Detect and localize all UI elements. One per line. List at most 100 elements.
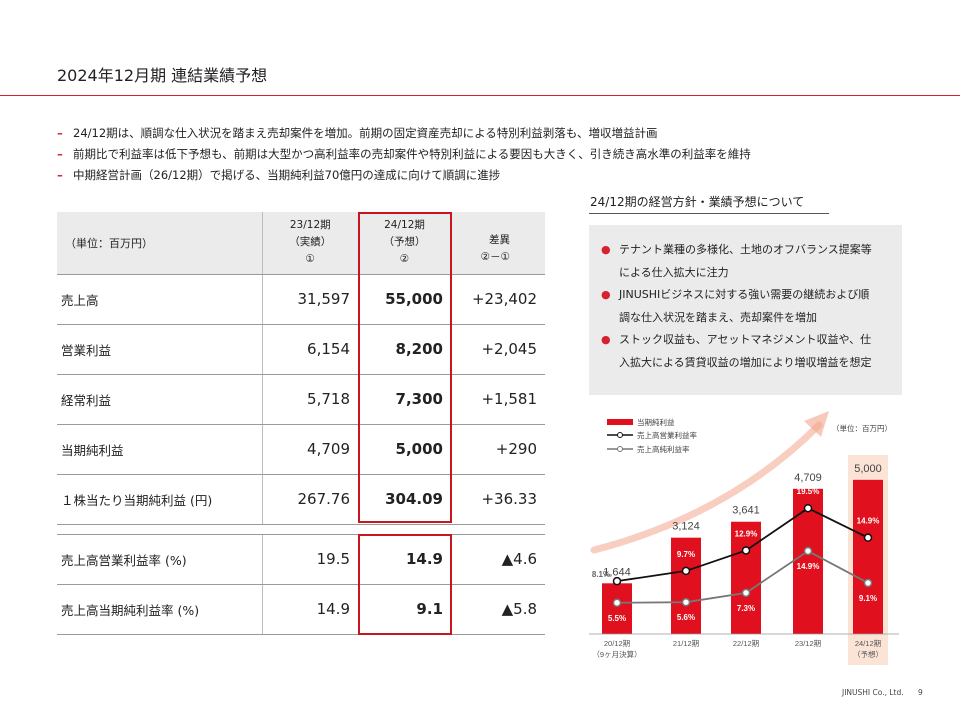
table-row: 売上高当期純利益率 (%) 14.9 9.1 ▲5.8 (57, 584, 545, 635)
bullet-text: 前期比で利益率は低下予想も、前期は大型かつ高利益率の売却案件や特別利益による要因… (73, 146, 751, 161)
net-income-bar (602, 583, 632, 634)
header-actual-period: 23/12期 (289, 219, 331, 232)
value-difference: +290 (451, 424, 545, 475)
value-forecast: 55,000 (358, 274, 451, 325)
table-row: １株当たり当期純利益 (円) 267.76 304.09 +36.33 (57, 474, 545, 525)
value-forecast: 304.09 (358, 474, 451, 525)
operating-margin-label: 19.5% (797, 487, 820, 496)
value-forecast: 9.1 (358, 584, 451, 635)
bar-value-label: 4,709 (794, 472, 822, 484)
policy-point: ● ストック収益も、アセットマネジメント収益や、仕 入拡大による賃貸収益の増加によ… (601, 329, 890, 374)
policy-point: ● テナント業種の多様化、土地のオフバランス提案等 による仕入拡大に注力 (601, 239, 890, 284)
summary-bullets: –24/12期は、順調な仕入状況を踏まえ売却案件を増加。前期の固定資産売却による… (57, 122, 751, 185)
category-label: 24/12期 (855, 639, 881, 648)
row-label: 売上高当期純利益率 (%) (57, 584, 262, 635)
header-actual-marker: ① (305, 253, 315, 266)
bullet-text: 中期経営計画（26/12期）で掲げる、当期純利益70億円の達成に向けて順調に進捗 (73, 167, 501, 182)
table-row: 当期純利益 4,709 5,000 +290 (57, 424, 545, 475)
policy-title: 24/12期の経営方針・業績予想について (590, 195, 805, 209)
operating-margin-point (741, 546, 751, 555)
row-label: 営業利益 (57, 324, 262, 375)
value-actual: 6,154 (261, 324, 358, 375)
net-income-bar (853, 479, 883, 634)
growth-arrow-head (804, 411, 829, 437)
category-label: 20/12期 (604, 639, 630, 648)
value-forecast: 5,000 (358, 424, 451, 475)
unit-label: （単位：百万円） (57, 212, 262, 275)
value-difference: ▲4.6 (451, 534, 545, 585)
legend-bar-swatch (607, 419, 633, 425)
header-forecast-type: （予想） (383, 236, 426, 249)
value-forecast: 14.9 (358, 534, 451, 585)
net-margin-label: 9.1% (859, 594, 877, 603)
table-header: （単位：百万円） 23/12期 （実績） ① 24/12期 （予想） ② 差異 … (57, 212, 545, 275)
legend-net-margin: 売上高純利益率 (637, 444, 690, 454)
legend-net-marker (617, 446, 623, 452)
row-label: 経常利益 (57, 374, 262, 425)
bar-value-label: 3,641 (732, 505, 760, 517)
category-label: 21/12期 (673, 639, 699, 648)
operating-margin-point (863, 533, 873, 542)
value-difference: ▲5.8 (451, 584, 545, 635)
dash-icon: – (57, 125, 63, 140)
page-title: 2024年12月期 連結業績予想 (57, 66, 268, 85)
value-actual: 19.5 (261, 534, 358, 585)
net-margin-point (863, 578, 873, 588)
value-difference: +36.33 (451, 474, 545, 525)
table-row: 営業利益 6,154 8,200 +2,045 (57, 324, 545, 375)
table-row: 売上高営業利益率 (%) 19.5 14.9 ▲4.6 (57, 534, 545, 585)
table-gap (57, 524, 545, 535)
category-sublabel: （予想） (853, 649, 883, 659)
legend-op-marker (617, 432, 623, 438)
header-forecast-period: 24/12期 (384, 219, 425, 232)
net-income-bar (671, 537, 701, 634)
operating-margin-label: 8.1% (592, 570, 610, 579)
value-actual: 5,718 (261, 374, 358, 425)
bullet-dot-icon: ● (601, 243, 611, 256)
value-actual: 267.76 (261, 474, 358, 525)
row-label: 当期純利益 (57, 424, 262, 475)
bar-value-label: 3,124 (672, 521, 700, 533)
dash-icon: – (57, 167, 63, 182)
page-number: 9 (918, 688, 923, 697)
net-margin-point (803, 546, 813, 556)
net-income-chart: 1,644 3,124 3,641 4,709 5,000 5.5% 5.6% 7.3% 14.… (589, 411, 899, 665)
footer-company: JINUSHI Co., Ltd. (842, 688, 904, 697)
table-row: 経常利益 5,718 7,300 +1,581 (57, 374, 545, 425)
summary-bullet: – 中期経営計画（26/12期）で掲げる、当期純利益70億円の達成に向けて順調に進… (57, 164, 751, 185)
policy-point-text: JINUSHIビジネスに対する強い需要の継続および順 調な仕入状況を踏まえ、売却案… (619, 288, 870, 324)
value-difference: +1,581 (451, 374, 545, 425)
net-margin-point (612, 598, 622, 607)
row-label: 売上高 (57, 274, 262, 325)
header-difference-formula: ②－① (480, 250, 510, 263)
operating-margin-point (681, 566, 691, 576)
header-forecast: 24/12期 （予想） ② (358, 212, 451, 275)
header-difference: 差異 ②－① (451, 212, 545, 275)
category-label: 22/12期 (733, 639, 759, 648)
title-rule (0, 95, 960, 96)
policy-point-text: ストック収益も、アセットマネジメント収益や、仕 入拡大による賃貸収益の増加により増… (619, 333, 872, 369)
table-row: 売上高 31,597 55,000 +23,402 (57, 274, 545, 325)
policy-title-rule (589, 213, 829, 214)
value-actual: 14.9 (261, 584, 358, 635)
row-label: １株当たり当期純利益 (円) (57, 474, 262, 525)
policy-point: ● JINUSHIビジネスに対する強い需要の継続および順 調な仕入状況を踏まえ、売… (601, 284, 890, 329)
legend-net-income: 当期純利益 (637, 417, 675, 427)
net-income-bar (731, 521, 761, 634)
bullet-dot-icon: ● (601, 288, 611, 301)
forecast-table: （単位：百万円） 23/12期 （実績） ① 24/12期 （予想） ② 差異 … (57, 212, 545, 635)
operating-margin-point (803, 503, 813, 513)
net-margin-point (681, 597, 691, 607)
legend-operating-margin: 売上高営業利益率 (637, 430, 697, 440)
operating-margin-label: 9.7% (677, 550, 695, 559)
net-margin-point (741, 588, 751, 598)
value-difference: +23,402 (451, 274, 545, 325)
net-margin-label: 7.3% (737, 604, 755, 613)
operating-margin-point (612, 576, 622, 586)
header-actual-type: （実績） (289, 236, 332, 249)
summary-bullet: – 前期比で利益率は低下予想も、前期は大型かつ高利益率の売却案件や特別利益による要… (57, 143, 751, 164)
category-label: 23/12期 (795, 639, 821, 648)
category-sublabel: （9ヶ月決算） (592, 649, 641, 659)
value-actual: 4,709 (261, 424, 358, 475)
policy-point-text: テナント業種の多様化、土地のオフバランス提案等 による仕入拡大に注力 (619, 243, 872, 279)
